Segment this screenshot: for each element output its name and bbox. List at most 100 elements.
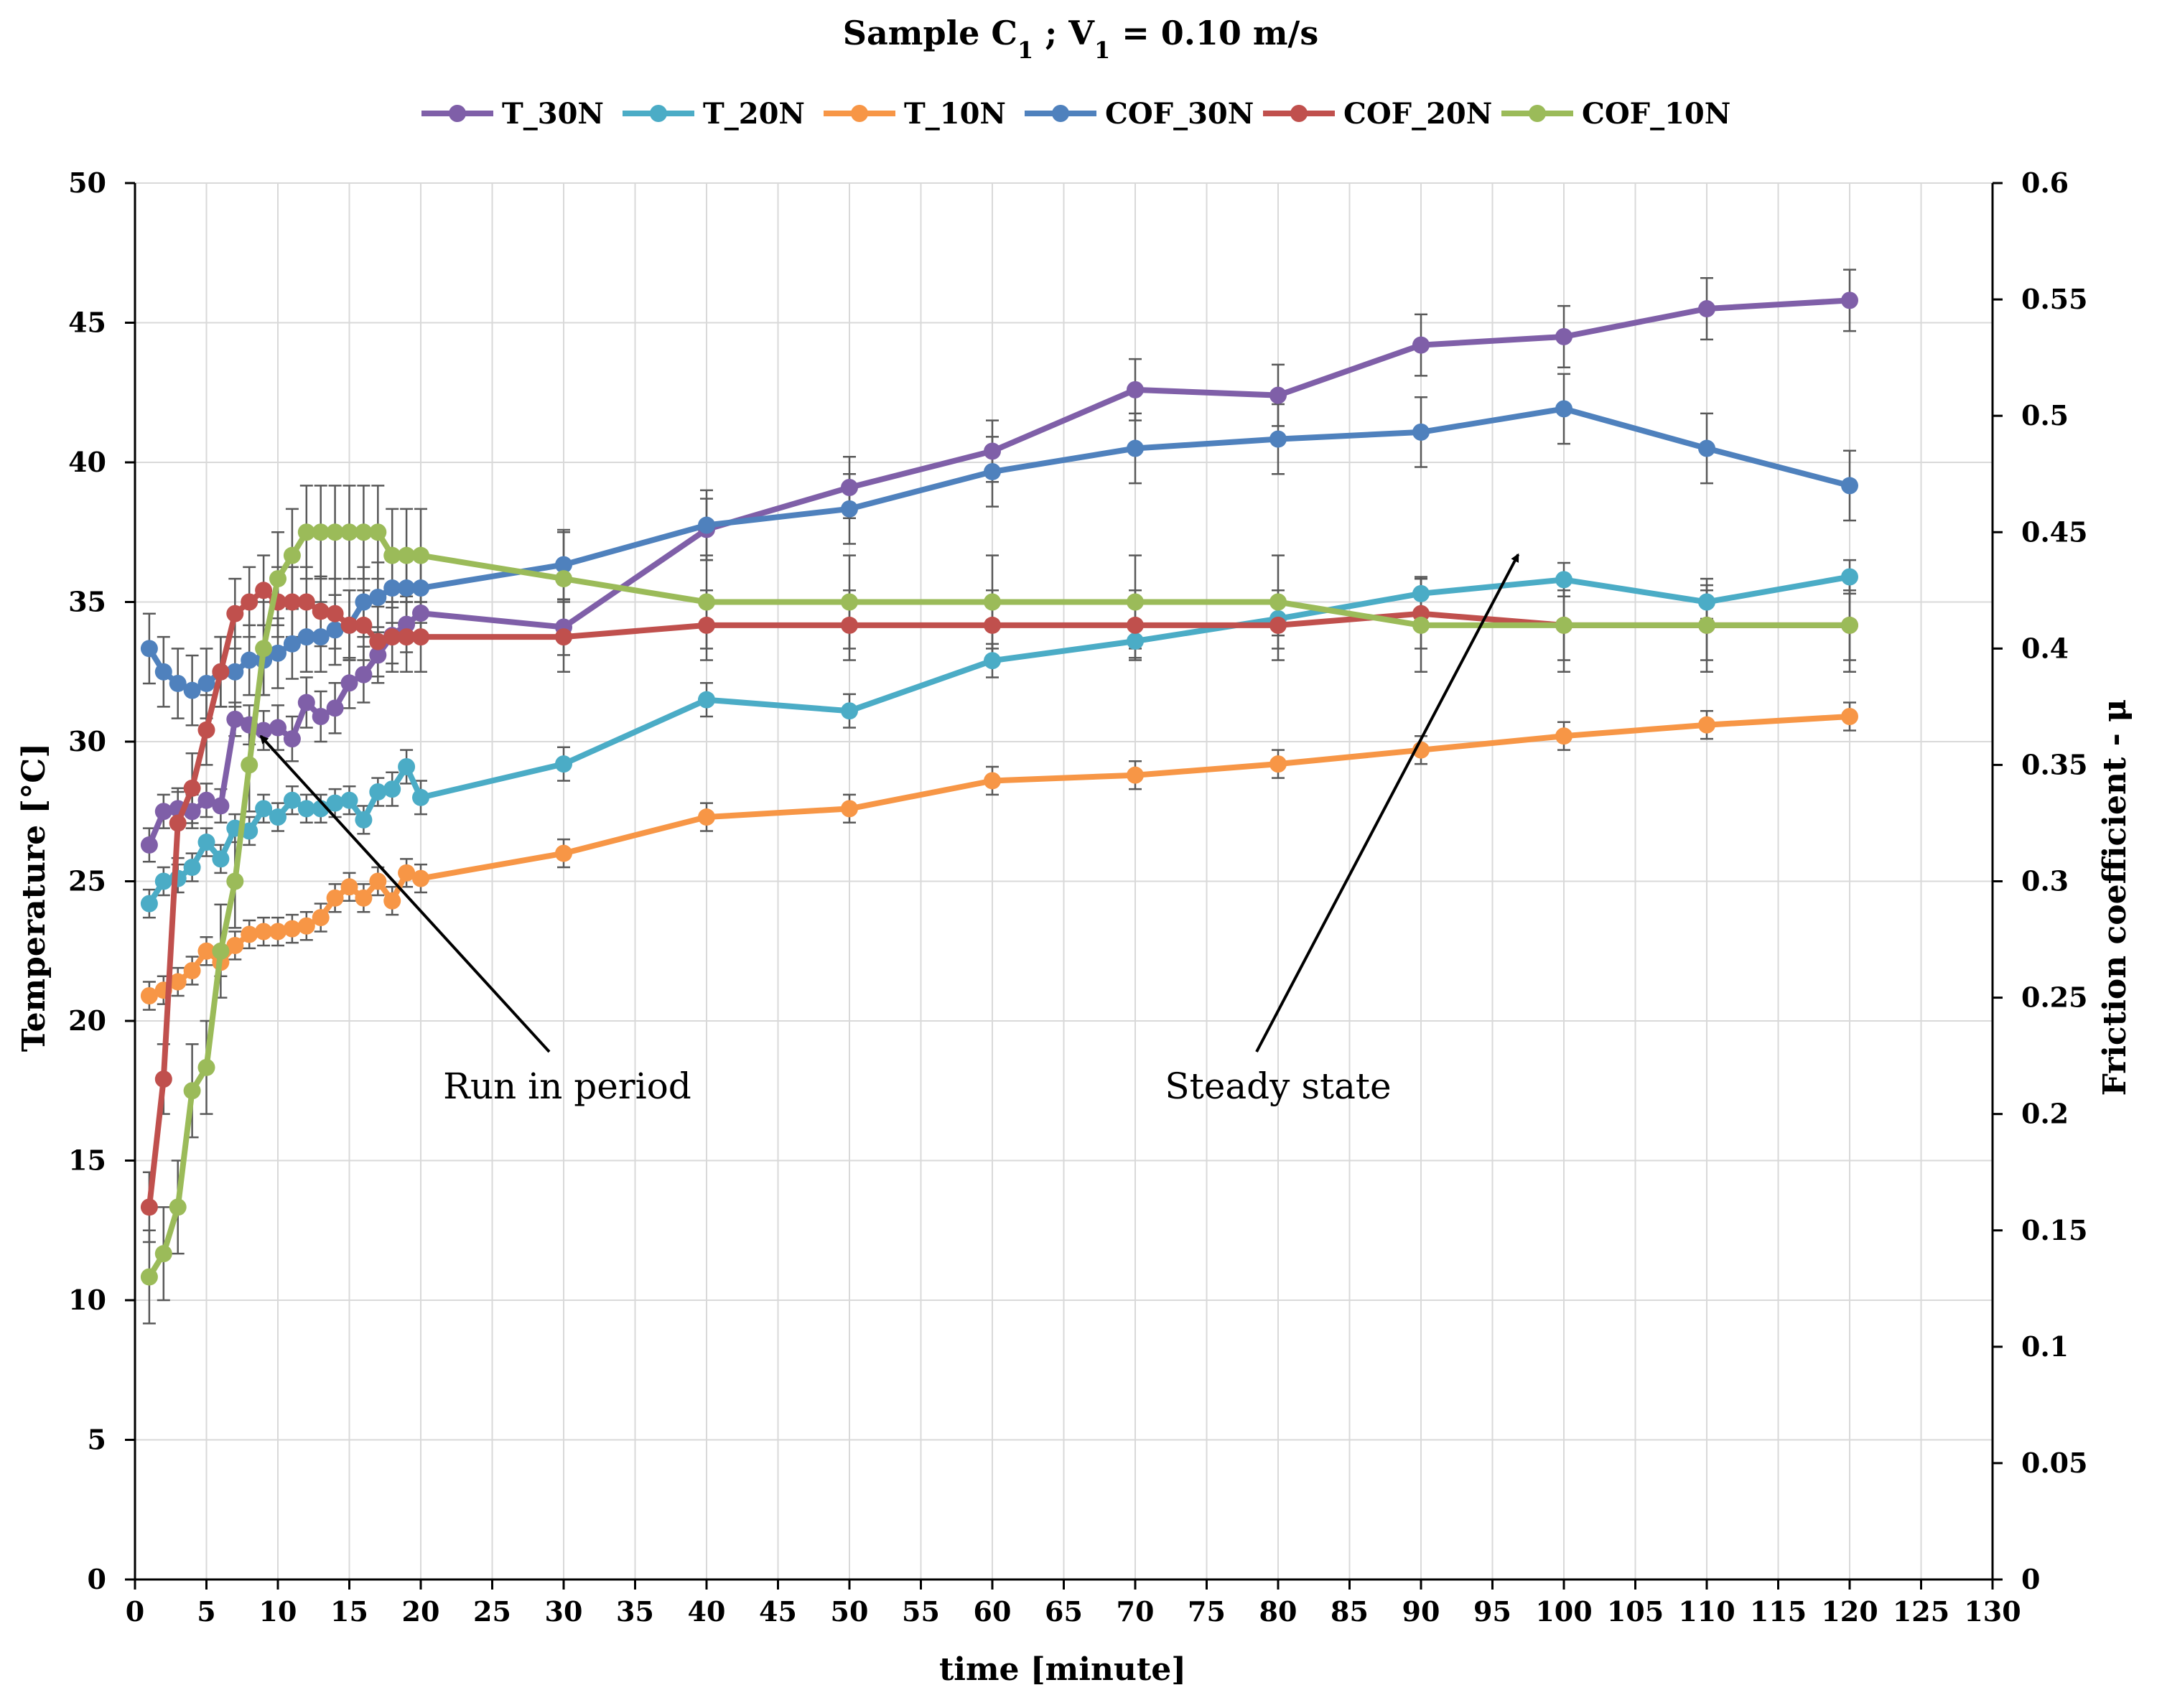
data-point-cof_20n [355,616,373,634]
data-point-t_20n [1698,593,1715,611]
x-tick-label: 55 [902,1595,940,1628]
data-point-t_20n [283,791,301,809]
data-point-cof_10n [698,593,715,611]
data-point-t_30n [355,666,373,683]
data-point-t_30n [140,836,158,854]
data-point-t_20n [412,788,429,806]
data-point-cof_20n [398,628,416,646]
data-point-t_10n [297,917,315,935]
data-point-cof_20n [841,616,858,634]
data-point-cof_20n [369,633,387,650]
data-point-cof_30n [383,579,401,597]
data-point-cof_20n [297,593,315,611]
x-tick-label: 65 [1045,1595,1083,1628]
data-point-t_10n [255,923,273,941]
data-point-cof_20n [140,1198,158,1216]
data-point-cof_30n [1698,439,1715,457]
data-point-cof_20n [326,605,344,622]
data-point-cof_30n [297,628,315,646]
annotation-label: Run in period [443,1065,691,1107]
y-left-tick-label: 15 [68,1144,106,1177]
y-left-tick-label: 40 [68,446,106,478]
data-point-t_30n [255,722,273,739]
x-tick-label: 130 [1964,1595,2021,1628]
y-left-tick-label: 25 [68,865,106,897]
x-tick-label: 120 [1821,1595,1878,1628]
data-point-cof_20n [383,628,401,646]
series-line-t_10n [146,714,1853,999]
data-point-cof_10n [340,523,358,541]
x-tick-label: 100 [1535,1595,1592,1628]
x-tick-label: 0 [126,1595,144,1628]
x-tick-label: 15 [330,1595,368,1628]
data-point-t_10n [398,864,416,882]
legend-item-cof_30n: COF_30N [1025,97,1254,131]
data-point-cof_20n [226,605,244,622]
legend-item-t_30n: T_30N [421,97,604,131]
data-point-t_20n [698,691,715,709]
annotation-label: Steady state [1165,1065,1391,1107]
data-point-t_10n [241,925,258,943]
legend-swatch-marker [1052,105,1069,122]
data-point-t_10n [326,889,344,907]
y-right-tick-label: 0.45 [2021,515,2088,548]
data-point-cof_30n [183,681,201,699]
data-point-cof_20n [154,1070,172,1088]
data-point-cof_20n [1127,616,1144,634]
data-point-cof_30n [841,500,858,518]
legend-swatch-marker [650,105,667,122]
x-tick-label: 75 [1188,1595,1226,1628]
data-point-cof_30n [169,674,187,692]
data-point-t_30n [183,803,201,821]
data-point-t_10n [1698,716,1715,734]
data-point-t_30n [1127,381,1144,398]
x-tick-label: 110 [1678,1595,1735,1628]
x-tick-label: 45 [759,1595,797,1628]
data-point-cof_10n [1698,616,1715,634]
y-left-tick-label: 50 [68,167,106,199]
data-point-cof_30n [369,589,387,607]
data-point-cof_30n [197,674,215,692]
data-point-cof_30n [1269,430,1287,448]
x-tick-label: 20 [402,1595,440,1628]
data-point-cof_30n [326,621,344,639]
legend-label: T_20N [703,97,805,131]
title-subscript-1: 1 [1017,37,1033,64]
data-point-cof_20n [698,616,715,634]
x-tick-label: 60 [974,1595,1012,1628]
data-point-t_20n [355,811,373,829]
data-point-cof_30n [140,640,158,658]
y-left-tick-label: 10 [68,1284,106,1316]
y-left-tick-label: 20 [68,1004,106,1037]
chart-title: Sample C1 ; V1 = 0.10 m/s [843,14,1318,64]
y-right-tick-label: 0.3 [2021,865,2069,897]
y-right-tick-label: 0 [2021,1563,2040,1595]
data-point-cof_20n [1269,616,1287,634]
data-point-cof_10n [355,523,373,541]
data-point-t_30n [340,674,358,692]
data-point-t_30n [1555,327,1572,345]
data-point-t_10n [369,872,387,890]
annotation-arrow [1255,553,1520,1053]
data-point-cof_10n [326,523,344,541]
data-point-t_20n [140,895,158,913]
y-right-tick-label: 0.25 [2021,981,2088,1014]
y-right-tick-label: 0.15 [2021,1214,2088,1246]
data-point-cof_10n [398,546,416,564]
data-point-t_10n [169,973,187,991]
data-point-cof_30n [412,579,429,597]
data-point-t_30n [326,699,344,717]
data-point-cof_10n [1127,593,1144,611]
legend-swatch-marker [449,105,466,122]
data-point-t_30n [197,791,215,809]
y-axis-left-title: Temperature [°C] [16,743,52,1052]
y-left-tick-label: 0 [88,1563,106,1595]
x-tick-label: 35 [616,1595,654,1628]
data-point-cof_20n [340,616,358,634]
x-tick-label: 125 [1893,1595,1949,1628]
y-left-tick-label: 30 [68,725,106,757]
data-point-t_30n [398,615,416,633]
y-left-tick-label: 45 [68,307,106,339]
data-point-cof_10n [984,593,1001,611]
